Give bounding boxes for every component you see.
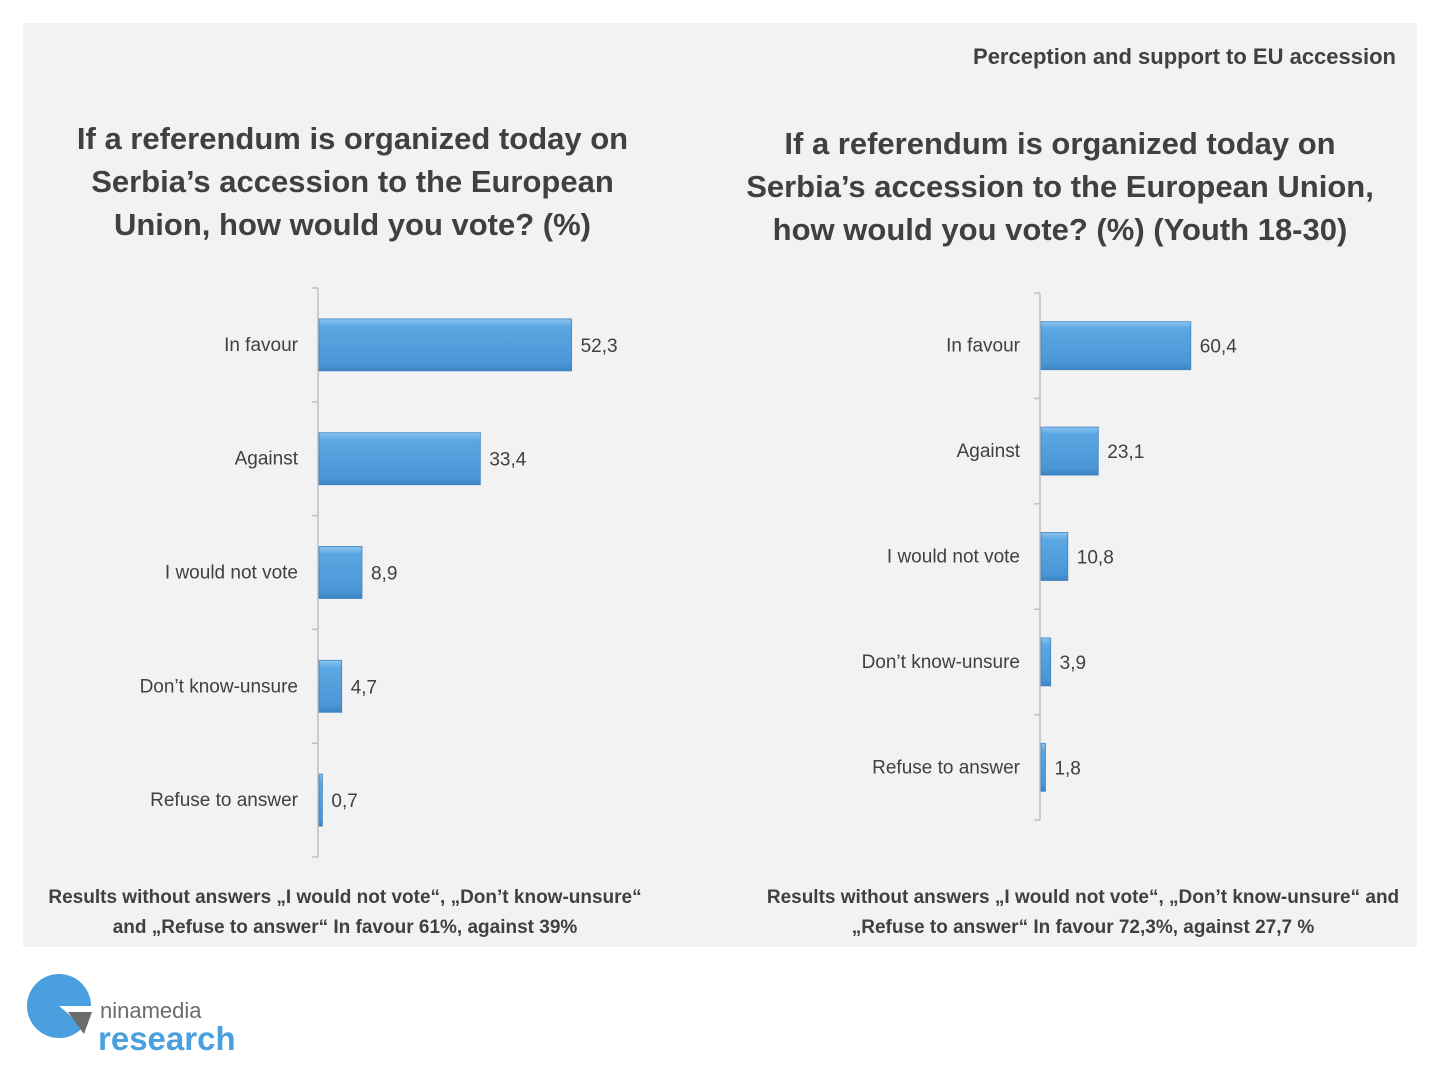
chart-title-youth: If a referendum is organized today on Se…: [746, 126, 1374, 247]
chart-0-category-label: Don’t know-unsure: [140, 676, 298, 697]
note-all: Results without answers „I would not vot…: [48, 887, 642, 938]
note-youth: Results without answers „I would not vot…: [766, 887, 1400, 938]
logo-text-research: research: [98, 1020, 236, 1057]
chart-0-value-label: 8,9: [371, 564, 397, 585]
logo-mark-icon: [27, 974, 92, 1038]
slide-header: Perception and support to EU accession: [973, 44, 1396, 69]
chart-1-bar: [1040, 637, 1052, 687]
chart-0-category-label: In favour: [224, 335, 299, 356]
chart-1-bar: [1040, 426, 1099, 476]
chart-0-bar: [318, 546, 363, 599]
ninamedia-logo: ninamedia research: [26, 972, 266, 1062]
chart-1-value-label: 10,8: [1077, 548, 1114, 569]
chart-0-bar: [318, 659, 343, 713]
chart-1-bar: [1040, 321, 1192, 371]
chart-1-value-label: 60,4: [1200, 337, 1237, 358]
logo-text-ninamedia: ninamedia: [100, 998, 202, 1023]
chart-0-bar: [318, 318, 573, 372]
chart-title-all: If a referendum is organized today on Se…: [76, 121, 629, 242]
chart-0-value-label: 0,7: [331, 791, 357, 812]
chart-1-value-label: 1,8: [1054, 758, 1080, 779]
chart-0-value-label: 33,4: [489, 450, 526, 471]
chart-0-value-label: 4,7: [351, 677, 377, 698]
chart-1-bar: [1040, 532, 1069, 581]
chart-0-bar: [318, 773, 323, 827]
slide-panel: [23, 23, 1417, 947]
chart-0-category-label: Against: [235, 449, 299, 470]
chart-1-category-label: Against: [957, 441, 1021, 462]
chart-1-category-label: Refuse to answer: [872, 757, 1021, 778]
chart-1-category-label: In favour: [946, 336, 1021, 357]
chart-0-category-label: Refuse to answer: [150, 790, 299, 811]
chart-0-bar: [318, 432, 481, 486]
chart-1-value-label: 23,1: [1107, 442, 1144, 463]
chart-1-category-label: Don’t know-unsure: [862, 652, 1020, 673]
chart-1-category-label: I would not vote: [887, 547, 1020, 568]
chart-1-value-label: 3,9: [1060, 653, 1086, 674]
chart-0-value-label: 52,3: [581, 336, 618, 357]
chart-1-bar: [1040, 742, 1046, 792]
chart-0-category-label: I would not vote: [165, 563, 298, 584]
